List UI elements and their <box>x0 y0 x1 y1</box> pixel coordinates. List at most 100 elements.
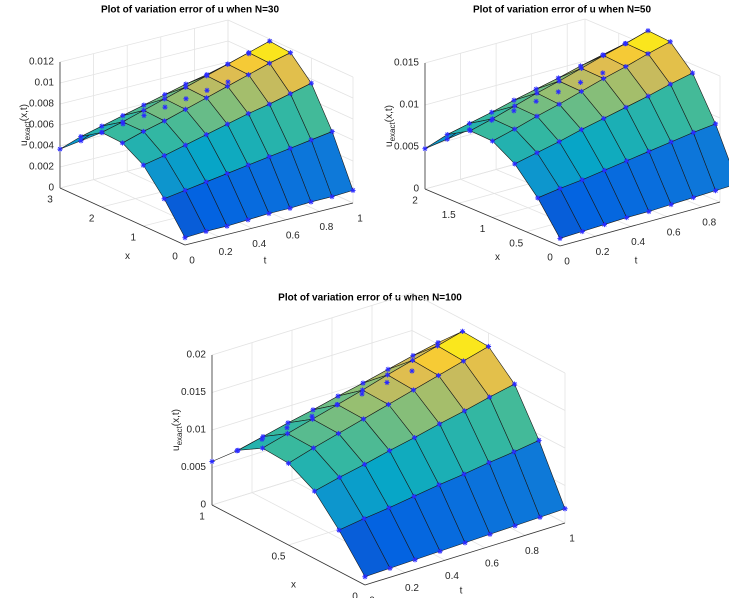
z-tick-label: 0.006 <box>29 120 54 131</box>
data-marker <box>309 416 316 422</box>
data-marker <box>99 129 105 135</box>
t-tick-label: 0 <box>189 256 195 267</box>
data-marker <box>386 448 393 454</box>
data-marker <box>534 150 540 156</box>
data-marker <box>287 145 293 151</box>
data-marker <box>667 81 673 87</box>
t-tick-label: 0.6 <box>667 227 681 238</box>
data-marker <box>466 120 473 127</box>
data-marker <box>600 70 606 76</box>
z-label-main: u <box>171 445 182 451</box>
data-marker <box>225 79 231 85</box>
z-label-main: u <box>19 140 30 146</box>
data-marker <box>361 461 368 467</box>
data-marker <box>245 111 251 117</box>
data-marker <box>622 41 628 47</box>
t-axis <box>184 202 354 246</box>
data-marker <box>266 210 272 217</box>
t-axis <box>364 522 566 586</box>
data-marker <box>690 129 696 136</box>
data-marker <box>485 343 492 350</box>
chart-panel: Plot of variation error of u when N=100 0… <box>171 292 575 598</box>
data-marker <box>646 208 652 215</box>
data-marker <box>287 91 293 97</box>
t-tick-label: 0.8 <box>525 546 539 557</box>
data-marker <box>535 195 541 201</box>
x-axis <box>424 188 561 247</box>
data-marker <box>224 121 230 127</box>
data-marker <box>555 89 561 95</box>
grid-line <box>411 292 566 374</box>
z-label-sub: exact <box>23 120 32 140</box>
data-marker <box>434 343 441 349</box>
data-marker <box>161 153 167 159</box>
data-marker <box>162 96 168 102</box>
data-marker <box>183 96 189 102</box>
data-marker <box>410 387 417 393</box>
data-marker <box>224 223 230 229</box>
data-marker <box>489 117 495 123</box>
grid-line <box>424 60 586 106</box>
data-marker <box>601 115 607 122</box>
t-tick-label: 0.6 <box>485 558 499 569</box>
data-marker <box>99 123 105 129</box>
data-marker <box>310 445 317 451</box>
data-marker <box>601 167 607 173</box>
data-marker <box>267 38 273 44</box>
data-marker <box>578 65 584 71</box>
data-marker <box>577 79 584 85</box>
z-tick-label: 0.01 <box>187 425 207 436</box>
data-marker <box>245 162 251 168</box>
data-marker <box>534 90 540 96</box>
data-marker <box>444 136 450 142</box>
data-marker <box>667 39 673 45</box>
data-marker <box>308 137 314 143</box>
data-marker <box>285 460 292 466</box>
x-tick-label: 1 <box>199 512 205 523</box>
z-tick-label: 0.01 <box>35 78 55 89</box>
data-marker <box>246 51 252 57</box>
x-tick-label: 2 <box>89 214 95 225</box>
data-marker <box>162 104 168 110</box>
z-label-tail: (x,t) <box>384 105 395 122</box>
data-marker <box>557 185 563 192</box>
data-marker <box>512 523 518 529</box>
data-marker <box>120 112 126 119</box>
data-marker <box>161 196 167 202</box>
data-marker <box>387 565 393 571</box>
t-tick-label: 0 <box>564 257 570 268</box>
data-marker <box>435 372 442 379</box>
data-marker <box>578 63 584 69</box>
data-marker <box>204 87 210 93</box>
data-marker <box>234 448 240 454</box>
data-marker <box>266 101 272 107</box>
data-marker <box>161 118 168 124</box>
data-marker <box>461 471 467 477</box>
data-marker <box>140 162 146 168</box>
data-marker <box>182 142 188 148</box>
data-marker <box>334 402 340 408</box>
x-tick-label: 0.5 <box>509 238 523 249</box>
data-marker <box>203 179 209 185</box>
data-marker <box>78 134 84 140</box>
t-tick-label: 0.8 <box>319 222 333 233</box>
data-marker <box>335 393 341 399</box>
z-tick-label: 0.005 <box>394 142 419 153</box>
data-marker <box>209 458 215 465</box>
grid-line <box>59 40 229 84</box>
grid-line <box>211 292 413 356</box>
data-marker <box>385 401 392 408</box>
data-marker <box>284 425 290 431</box>
data-marker <box>360 416 367 422</box>
data-marker <box>511 381 518 387</box>
data-marker <box>512 103 518 109</box>
data-marker <box>225 61 231 67</box>
grid-line <box>59 19 229 63</box>
t-axis-label: t <box>635 256 638 267</box>
data-marker <box>645 93 651 99</box>
data-marker <box>182 187 188 193</box>
data-marker <box>487 531 493 537</box>
data-marker <box>556 101 562 107</box>
data-marker <box>624 214 630 221</box>
